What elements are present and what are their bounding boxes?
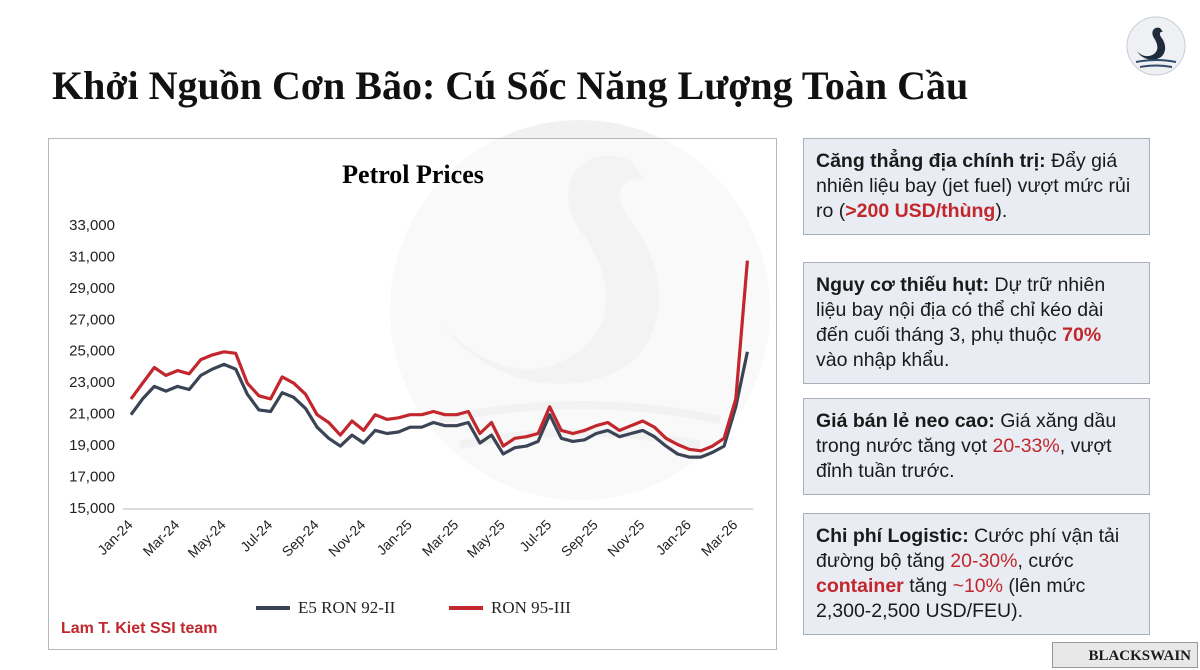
series-line [129, 260, 749, 453]
box-text: Dự trữ nhiên liệu bay nội địa có thể chỉ… [816, 274, 1106, 346]
y-tick-label: 29,000 [69, 280, 115, 297]
x-tick-label: May-24 [184, 516, 228, 560]
x-tick-label: May-25 [464, 516, 508, 560]
box-label: Chi phí Logistic: [816, 525, 969, 547]
y-tick-label: 33,000 [69, 217, 115, 234]
y-tick-label: 27,000 [69, 311, 115, 328]
info-box: Nguy cơ thiếu hụt: Dự trữ nhiên liệu bay… [803, 262, 1150, 384]
chart: Petrol Prices Lam T. Kiet SSI team 15,00… [61, 160, 754, 637]
box-label: Giá bán lẻ neo cao: [816, 410, 995, 432]
y-tick-label: 31,000 [69, 248, 115, 265]
box-text: (lên mức 2,300-2,500 USD/FEU). [816, 575, 1086, 622]
brand-label: BLACKSWAIN [1052, 642, 1198, 668]
y-tick-label: 19,000 [69, 437, 115, 454]
info-box: Chi phí Logistic: Cước phí vận tải đường… [803, 513, 1150, 635]
box-highlight: ~10% [952, 575, 1003, 597]
x-tick-label: Jan-25 [373, 516, 415, 558]
chart-credit: Lam T. Kiet SSI team [61, 620, 218, 637]
y-tick-label: 23,000 [69, 374, 115, 391]
series-line [129, 351, 749, 459]
box-label: Nguy cơ thiếu hụt: [816, 274, 990, 296]
legend-label: RON 95-III [491, 598, 571, 617]
x-tick-label: Mar-24 [140, 516, 183, 559]
x-tick-label: Sep-25 [558, 516, 601, 559]
legend-label: E5 RON 92-II [298, 598, 396, 617]
box-text: Đẩy giá nhiên liệu bay (jet fuel) vượt m… [816, 150, 1131, 222]
box-text: Giá xăng dầu trong nước tăng vọt [816, 410, 1117, 457]
chart-panel: Petrol Prices Lam T. Kiet SSI team 15,00… [48, 138, 777, 650]
chart-title: Petrol Prices [342, 160, 484, 189]
x-tick-label: Nov-24 [325, 516, 368, 559]
box-highlight: container [816, 575, 904, 597]
x-tick-label: Mar-26 [698, 516, 741, 559]
box-highlight: >200 USD/thùng [845, 200, 996, 222]
x-tick-label: Jan-26 [652, 516, 694, 558]
y-tick-label: 21,000 [69, 406, 115, 423]
x-tick-label: Nov-25 [604, 516, 647, 559]
x-tick-label: Jul-24 [237, 516, 275, 554]
info-box: Căng thẳng địa chính trị: Đẩy giá nhiên … [803, 138, 1150, 235]
x-tick-label: Jan-24 [94, 516, 136, 558]
box-highlight: 20-33% [992, 435, 1060, 457]
box-text: , vượt đỉnh tuần trước. [816, 435, 1112, 482]
x-tick-label: Mar-25 [419, 516, 462, 559]
y-tick-label: 25,000 [69, 343, 115, 360]
info-box: Giá bán lẻ neo cao: Giá xăng dầu trong n… [803, 398, 1150, 495]
x-tick-label: Jul-25 [516, 516, 554, 554]
logo [1126, 16, 1186, 76]
box-text: tăng [903, 575, 953, 597]
box-text: Cước phí vận tải đường bộ tăng [816, 525, 1120, 572]
x-tick-label: Sep-24 [279, 516, 322, 559]
box-text: , cước [1017, 550, 1074, 572]
box-label: Căng thẳng địa chính trị: [816, 150, 1046, 172]
box-highlight: 20-30% [950, 550, 1018, 572]
box-text: ). [995, 200, 1008, 222]
box-text: vào nhập khẩu. [816, 349, 950, 371]
y-tick-label: 15,000 [69, 500, 115, 517]
slide-title: Khởi Nguồn Cơn Bão: Cú Sốc Năng Lượng To… [52, 63, 969, 108]
box-highlight: 70% [1062, 324, 1102, 346]
y-tick-label: 17,000 [69, 469, 115, 486]
